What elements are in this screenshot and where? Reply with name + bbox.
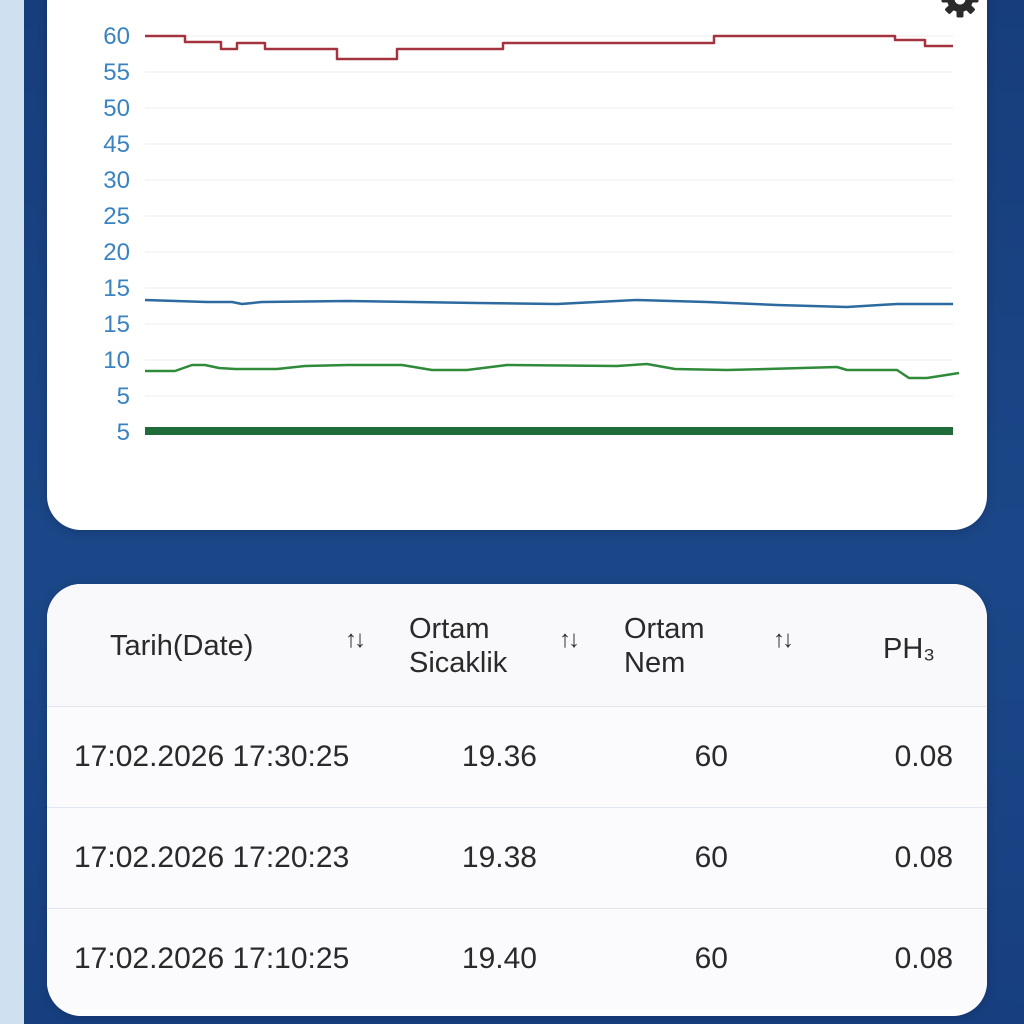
cell-date: 17:02.2026 17:10:25 (74, 942, 350, 975)
table-row[interactable]: 17:02.2026 17:20:23 19.38 60 0.08 (47, 808, 987, 909)
sort-temp-icon[interactable]: ↑↓ (559, 626, 580, 653)
header-humidity[interactable]: Ortam Nem (624, 612, 705, 680)
cell-temp: 19.40 (461, 942, 537, 975)
sort-date-icon[interactable]: ↑↓ (345, 626, 366, 653)
cell-date: 17:02.2026 17:30:25 (74, 740, 350, 773)
table-row[interactable]: 17:02.2026 17:10:25 19.40 60 0.08 (47, 909, 987, 1009)
cell-temp: 19.36 (461, 740, 537, 773)
y-tick-label: 25 (103, 203, 130, 230)
y-tick-label: 15 (103, 275, 130, 302)
header-hum-line2: Nem (624, 647, 686, 679)
chart-gridlines (145, 35, 953, 433)
header-date[interactable]: Tarih(Date) (110, 630, 254, 662)
cell-ph3: 0.08 (894, 841, 953, 874)
gear-icon (941, 0, 979, 18)
header-temp-line2: Sicaklik (409, 647, 508, 679)
y-tick-label: 60 (103, 23, 130, 50)
y-tick-label: 20 (103, 239, 130, 266)
header-temp-line1: Ortam (409, 613, 490, 645)
y-tick-label: 10 (103, 347, 130, 374)
cell-date: 17:02.2026 17:20:23 (74, 841, 350, 874)
header-temp[interactable]: Ortam Sicaklik (409, 612, 507, 680)
table-header: Tarih(Date) ↑↓ Ortam Sicaklik ↑↓ Ortam N… (47, 584, 987, 707)
sort-humidity-icon[interactable]: ↑↓ (773, 626, 794, 653)
y-tick-label: 30 (103, 167, 130, 194)
y-tick-label: 15 (103, 311, 130, 338)
settings-gear-icon[interactable] (940, 0, 980, 19)
cell-humidity: 60 (694, 740, 728, 773)
blue-series-line (144, 298, 953, 309)
y-tick-label: 50 (103, 95, 130, 122)
cell-ph3: 0.08 (894, 740, 953, 773)
red-series-line (145, 34, 953, 61)
y-tick-label: 5 (117, 419, 130, 446)
cell-temp: 19.38 (461, 841, 537, 874)
table-row[interactable]: 17:02.2026 17:30:25 19.36 60 0.08 (47, 707, 987, 808)
y-tick-label: 45 (103, 131, 130, 158)
chart-series (144, 34, 960, 435)
cell-humidity: 60 (694, 942, 728, 975)
data-table: Tarih(Date) ↑↓ Ortam Sicaklik ↑↓ Ortam N… (47, 584, 987, 1016)
chart-card: 60 55 50 45 30 25 20 15 15 10 5 5 (47, 0, 987, 530)
cell-ph3: 0.08 (894, 942, 953, 975)
cell-humidity: 60 (694, 841, 728, 874)
green-series-line (145, 362, 960, 380)
y-tick-label: 5 (117, 383, 130, 410)
header-ph3[interactable]: PH₃ (883, 633, 936, 665)
header-hum-line1: Ortam (624, 613, 705, 645)
y-tick-label: 55 (103, 59, 130, 86)
